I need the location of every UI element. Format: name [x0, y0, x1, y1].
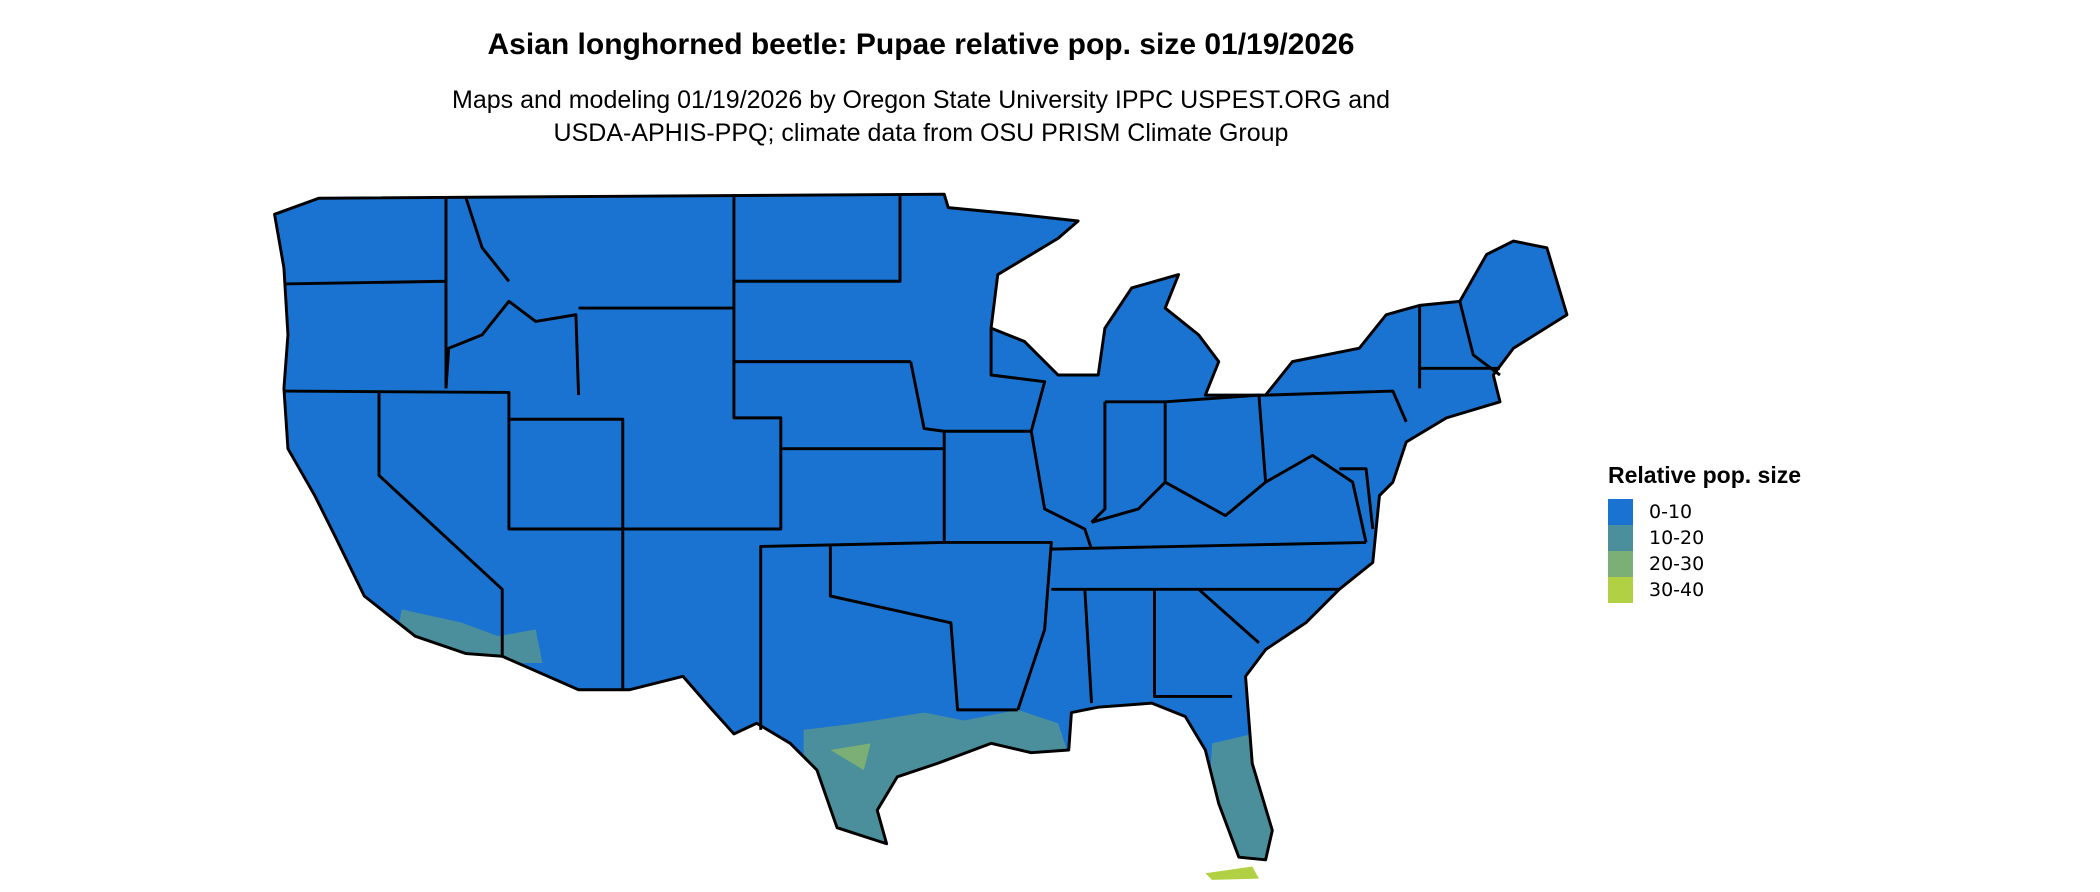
- legend-swatch: [1608, 499, 1633, 525]
- legend-item: 0-10: [1608, 499, 1801, 525]
- legend: Relative pop. size 0-10 10-20 20-30 30-4…: [1608, 462, 1801, 603]
- legend-label: 20-30: [1649, 553, 1705, 575]
- state-borders: [273, 192, 1569, 862]
- subtitle-line-2: USDA-APHIS-PPQ; climate data from OSU PR…: [553, 119, 1289, 147]
- legend-title: Relative pop. size: [1608, 462, 1802, 488]
- legend-swatch: [1608, 525, 1633, 551]
- legend-item: 20-30: [1608, 551, 1801, 577]
- legend-label: 30-40: [1649, 579, 1705, 601]
- legend-swatch: [1608, 551, 1633, 577]
- legend-label: 10-20: [1649, 527, 1705, 549]
- class-10-20-gulf-area: [803, 709, 1072, 858]
- subtitle-line-1: Maps and modeling 01/19/2026 by Oregon S…: [452, 86, 1390, 114]
- map-title: Asian longhorned beetle: Pupae relative …: [487, 28, 1355, 61]
- legend-swatch: [1608, 577, 1633, 603]
- class-30-40-area: [1205, 866, 1259, 880]
- map-subtitle: Maps and modeling 01/19/2026 by Oregon S…: [0, 84, 1842, 150]
- legend-item: 30-40: [1608, 577, 1801, 603]
- class-20-30-area: [830, 743, 871, 771]
- legend-item: 10-20: [1608, 525, 1801, 551]
- legend-label: 0-10: [1649, 501, 1693, 523]
